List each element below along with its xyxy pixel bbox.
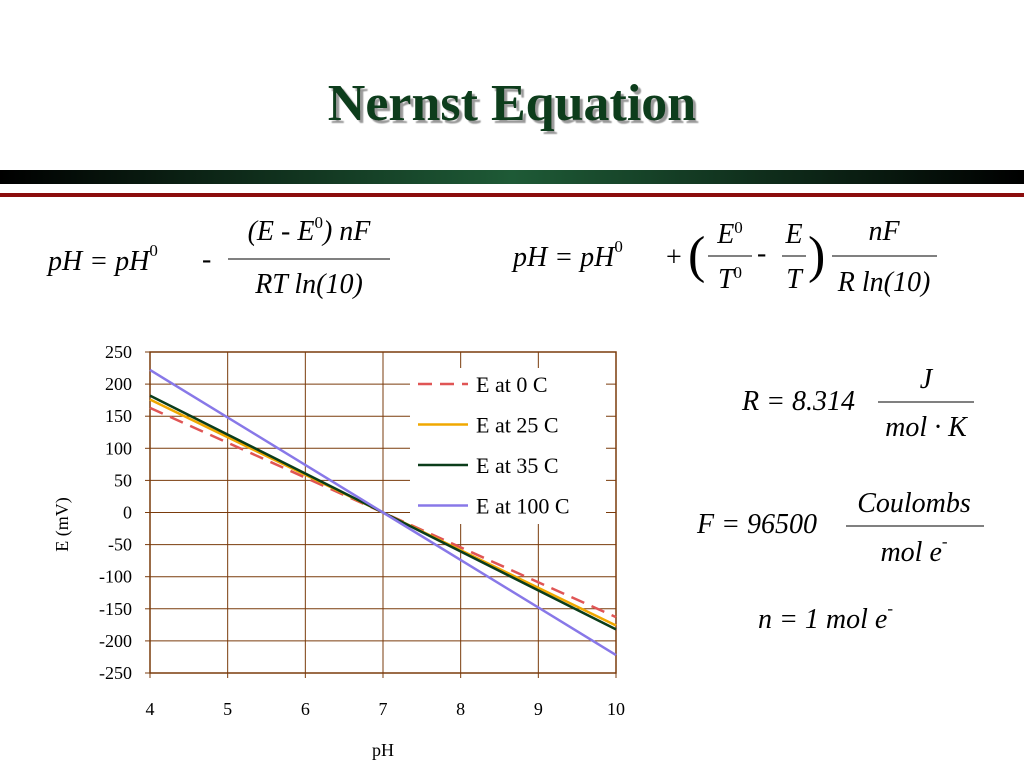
x-tick-label: 5: [223, 699, 232, 719]
svg-text:E: E: [784, 219, 802, 250]
svg-text:(: (: [688, 227, 705, 284]
x-tick-label: 4: [146, 699, 155, 719]
legend-box: [410, 368, 606, 524]
y-tick-label: 200: [105, 374, 132, 394]
header-rule: [0, 193, 1024, 197]
svg-text:R = 8.314: R = 8.314: [741, 386, 855, 417]
svg-text:nF: nF: [868, 216, 900, 247]
header-bar: [0, 170, 1024, 184]
y-axis-label: E (mV): [52, 497, 73, 551]
y-tick-label: 250: [105, 342, 132, 362]
y-tick-label: -50: [108, 535, 132, 555]
legend-label: E at 35 C: [476, 453, 559, 478]
y-tick-label: -200: [99, 631, 132, 651]
svg-text:pH = pH0: pH = pH0: [511, 237, 623, 273]
y-tick-label: -250: [99, 663, 132, 683]
y-tick-label: -150: [99, 599, 132, 619]
legend-label: E at 100 C: [476, 494, 570, 519]
svg-text:Coulombs: Coulombs: [857, 488, 971, 519]
x-tick-label: 10: [607, 699, 625, 719]
constant-f: F = 96500 Coulombs mol e-: [696, 488, 984, 568]
svg-text:J: J: [920, 364, 934, 395]
constant-n: n = 1 mol e-: [758, 599, 893, 635]
svg-text:-: -: [202, 244, 211, 275]
svg-text:-: -: [757, 238, 766, 269]
legend-label: E at 0 C: [476, 372, 548, 397]
svg-text:mol · K: mol · K: [885, 412, 968, 443]
svg-text:): ): [808, 227, 825, 284]
y-tick-label: 150: [105, 406, 132, 426]
svg-text:E0: E0: [716, 218, 743, 250]
svg-text:n = 1 mol e-: n = 1 mol e-: [758, 599, 893, 635]
y-tick-label: 50: [114, 470, 132, 490]
x-tick-label: 7: [379, 699, 388, 719]
svg-text:(E - E0) nF: (E - E0) nF: [248, 213, 372, 247]
svg-text:R ln(10): R ln(10): [837, 267, 931, 298]
equation-left: pH = pH0 - (E - E0) nF RT ln(10): [46, 213, 390, 300]
svg-text:mol e-: mol e-: [880, 532, 947, 568]
y-tick-label: -100: [99, 567, 132, 587]
equation-right: pH = pH0 + ( E0 T0 - E T ) nF R ln(10): [511, 216, 937, 298]
series-line: [149, 368, 617, 657]
x-axis-label: pH: [372, 740, 394, 760]
svg-text:pH = pH0: pH = pH0: [46, 241, 158, 277]
svg-text:RT ln(10): RT ln(10): [254, 269, 363, 300]
constant-r: R = 8.314 J mol · K: [741, 364, 974, 443]
svg-text:F = 96500: F = 96500: [696, 509, 817, 540]
svg-text:+: +: [666, 242, 682, 273]
chart: -250 -200 -150 -100 -50 0 50 100 150 200 250 4 5 6 7 8 9…: [52, 342, 625, 760]
y-tick-label: 0: [123, 503, 132, 523]
svg-text:T: T: [786, 264, 804, 295]
y-tick-label: 100: [105, 438, 132, 458]
title: Nernst Equation: [328, 75, 696, 132]
svg-text:T0: T0: [718, 263, 742, 295]
x-tick-label: 9: [534, 699, 543, 719]
x-tick-label: 6: [301, 699, 310, 719]
legend-label: E at 25 C: [476, 413, 559, 438]
x-tick-label: 8: [456, 699, 465, 719]
